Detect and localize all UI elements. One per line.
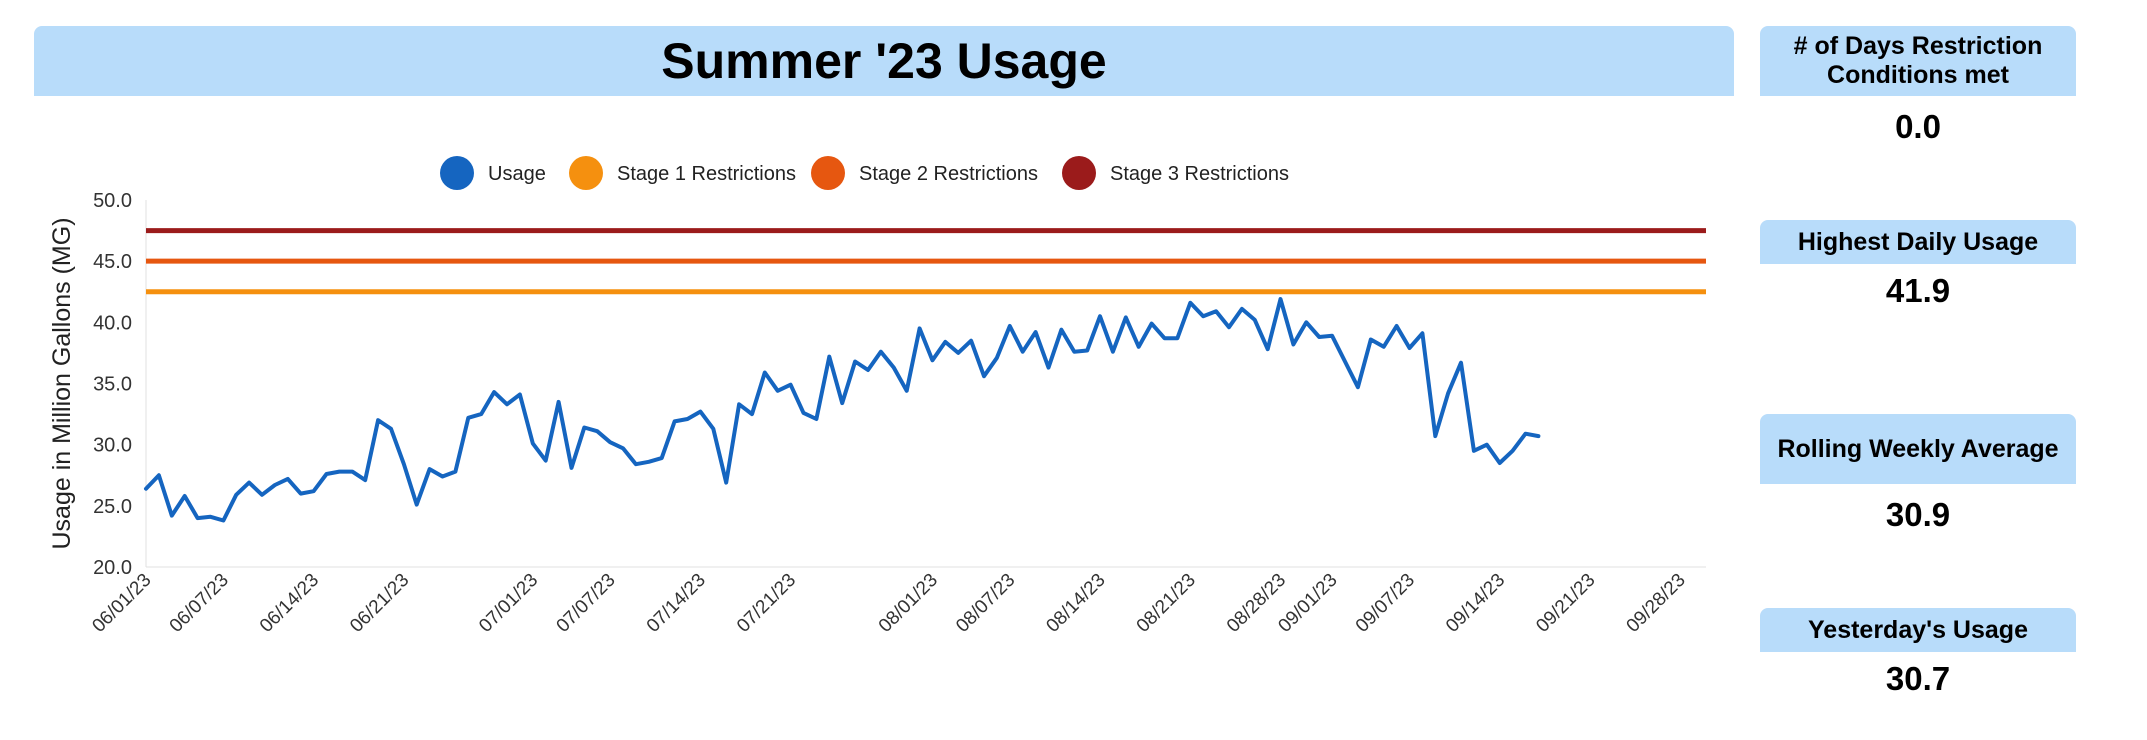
x-tick-label: 09/07/23 bbox=[1352, 570, 1419, 637]
y-tick-label: 20.0 bbox=[93, 557, 132, 579]
y-axis-title: Usage in Million Gallons (MG) bbox=[48, 217, 76, 549]
x-tick-label: 06/21/23 bbox=[346, 570, 413, 637]
legend-label: Stage 3 Restrictions bbox=[1110, 163, 1289, 185]
legend-marker bbox=[440, 156, 474, 190]
kpi-value: 30.9 bbox=[1885, 496, 1951, 533]
kpi-days-restriction: # of Days Restriction Conditions met 0.0 bbox=[1760, 26, 2076, 146]
x-tick-label: 09/21/23 bbox=[1532, 570, 1599, 637]
usage-line-chart: 20.0 25.0 30.0 35.0 40.0 45.0 50.0 Usage in Mil… bbox=[48, 156, 1706, 637]
legend-marker bbox=[569, 156, 603, 190]
y-tick-label: 25.0 bbox=[93, 496, 132, 518]
kpi-label: Yesterday's Usage bbox=[1760, 608, 2076, 652]
usage-series-line bbox=[144, 297, 1541, 523]
legend-marker bbox=[1062, 156, 1096, 190]
kpi-value: 0.0 bbox=[1895, 108, 1941, 145]
kpi-rolling-weekly-average: Rolling Weekly Average 30.9 bbox=[1760, 414, 2076, 534]
kpi-value: 41.9 bbox=[1885, 272, 1951, 309]
x-tick-label: 08/07/23 bbox=[952, 570, 1019, 637]
x-tick-label: 09/28/23 bbox=[1623, 570, 1690, 637]
kpi-label: # of Days Restriction Conditions met bbox=[1760, 26, 2076, 96]
x-tick-label: 09/14/23 bbox=[1442, 570, 1509, 637]
y-tick-label: 35.0 bbox=[93, 374, 132, 396]
kpi-label: Rolling Weekly Average bbox=[1760, 414, 2076, 484]
y-tick-label: 50.0 bbox=[93, 190, 132, 212]
y-tick-label: 45.0 bbox=[93, 251, 132, 273]
legend-label: Stage 1 Restrictions bbox=[617, 163, 796, 185]
x-tick-label: 08/01/23 bbox=[875, 570, 942, 637]
x-tick-label: 06/14/23 bbox=[256, 570, 323, 637]
legend-marker bbox=[811, 156, 845, 190]
x-tick-label: 07/21/23 bbox=[733, 570, 800, 637]
kpi-yesterdays-usage: Yesterday's Usage 30.7 bbox=[1760, 608, 2076, 698]
x-tick-label: 07/01/23 bbox=[475, 570, 542, 637]
kpi-value: 30.7 bbox=[1885, 660, 1951, 697]
y-tick-label: 30.0 bbox=[93, 435, 132, 457]
kpi-label: Highest Daily Usage bbox=[1760, 220, 2076, 264]
chart-title: Summer '23 Usage bbox=[661, 33, 1107, 89]
x-tick-label: 06/07/23 bbox=[166, 570, 233, 637]
legend-label: Stage 2 Restrictions bbox=[859, 163, 1038, 185]
kpi-highest-daily-usage: Highest Daily Usage 41.9 bbox=[1760, 220, 2076, 310]
x-tick-label: 08/21/23 bbox=[1133, 570, 1200, 637]
x-tick-label: 07/14/23 bbox=[643, 570, 710, 637]
x-tick-label: 06/01/23 bbox=[88, 570, 155, 637]
x-tick-label: 08/14/23 bbox=[1042, 570, 1109, 637]
x-tick-label: 07/07/23 bbox=[553, 570, 620, 637]
chart-title-bar: Summer '23 Usage bbox=[34, 26, 1734, 96]
legend-label: Usage bbox=[488, 163, 546, 185]
y-tick-label: 40.0 bbox=[93, 312, 132, 334]
